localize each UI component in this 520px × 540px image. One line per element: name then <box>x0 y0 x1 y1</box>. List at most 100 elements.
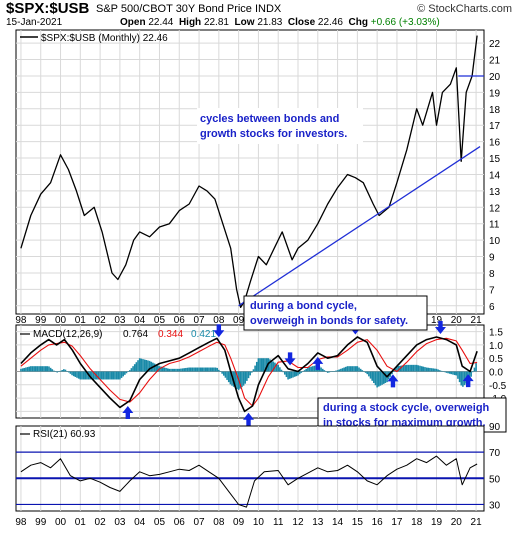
macd-histogram-bar <box>457 371 459 379</box>
macd-histogram-bar <box>185 367 187 372</box>
macd-histogram-bar <box>64 369 67 372</box>
macd-histogram-bar <box>229 371 232 385</box>
bottom-axis-x-tick: 18 <box>411 517 423 528</box>
macd-histogram-bar <box>453 371 456 376</box>
rsi-y-tick: 30 <box>489 500 501 511</box>
macd-histogram-bar <box>166 368 169 372</box>
macd-histogram-bar <box>264 358 266 372</box>
macd-histogram-bar <box>63 369 65 372</box>
macd-histogram-bar <box>265 358 268 372</box>
macd-histogram-bar <box>194 367 197 372</box>
macd-histogram-bar <box>244 371 247 384</box>
macd-histogram-bar <box>331 371 334 372</box>
macd-histogram-bar <box>341 368 344 372</box>
macd-histogram-bar <box>175 368 177 372</box>
macd-histogram-bar <box>340 368 342 372</box>
macd-histogram-bar <box>247 371 250 379</box>
macd-histogram-bar <box>326 371 329 373</box>
price-y-tick: 15 <box>489 154 501 165</box>
macd-histogram-bar <box>310 366 312 372</box>
bottom-axis-x-tick: 11 <box>273 517 284 528</box>
brand-label[interactable]: © StockCharts.com <box>417 3 512 15</box>
macd-signal-line <box>20 337 478 407</box>
macd-histogram-bar <box>320 367 322 372</box>
top-axis-x-tick: 19 <box>431 315 443 326</box>
macd-histogram-bar <box>163 367 166 372</box>
macd-histogram-bar <box>153 363 156 372</box>
bottom-axis-x-tick: 10 <box>253 517 265 528</box>
macd-y-tick: 0.0 <box>489 368 503 379</box>
macd-histogram-bar <box>303 370 306 372</box>
annotation-3-line-1: during a stock cycle, overweigh <box>323 402 490 414</box>
macd-histogram-bar <box>325 371 327 372</box>
macd-histogram-bar <box>280 369 283 372</box>
macd-histogram-bar <box>430 368 433 372</box>
macd-histogram-bar <box>150 361 153 372</box>
bottom-axis-x-tick: 17 <box>391 517 403 528</box>
macd-histogram-bar <box>333 371 336 372</box>
bottom-axis-x-tick: 13 <box>312 517 324 528</box>
macd-histogram-bar <box>117 371 120 380</box>
macd-histogram-bar <box>312 366 314 372</box>
high-label: High <box>178 17 202 28</box>
macd-histogram-bar <box>409 364 411 372</box>
macd-histogram-bar <box>348 366 350 372</box>
macd-histogram-bar <box>122 371 124 377</box>
macd-histogram-bar <box>125 371 128 374</box>
price-y-tick: 17 <box>489 121 501 132</box>
macd-histogram-bar <box>171 368 174 372</box>
macd-histogram-bar <box>30 366 32 372</box>
macd-histogram-bar <box>293 371 296 377</box>
macd-histogram-bar <box>323 370 326 372</box>
macd-histogram-bar <box>193 367 195 372</box>
macd-histogram-bar <box>283 371 286 375</box>
macd-histogram-bar <box>272 361 275 372</box>
macd-legend-label: MACD(12,26,9) <box>33 329 102 340</box>
macd-histogram-bar <box>412 364 415 372</box>
macd-histogram-bar <box>377 371 380 387</box>
macd-histogram-bar <box>114 371 116 380</box>
macd-histogram-bar <box>124 371 126 375</box>
macd-histogram-bar <box>128 370 131 372</box>
macd-histogram-bar <box>191 367 194 372</box>
macd-histogram-bar <box>201 367 204 372</box>
top-axis-x-tick: 21 <box>471 315 483 326</box>
macd-histogram-bar <box>21 368 24 372</box>
price-y-tick: 19 <box>489 88 501 99</box>
macd-histogram-bar <box>434 368 436 372</box>
annotation-2-box <box>243 295 428 331</box>
macd-y-tick: 1.0 <box>489 341 503 352</box>
macd-histogram-bar <box>251 371 253 373</box>
macd-histogram-bar <box>439 370 441 372</box>
bottom-axis-x-tick: 05 <box>154 517 166 528</box>
macd-histogram-bar <box>445 371 448 373</box>
macd-histogram-bar <box>307 367 309 372</box>
trendline <box>238 146 481 307</box>
arrow-down-4 <box>434 321 446 335</box>
annotation-1-line-2: growth stocks for investors. <box>200 128 347 140</box>
macd-histogram-bar <box>127 371 129 372</box>
price-panel <box>15 29 485 315</box>
price-y-tick: 9 <box>489 253 495 264</box>
price-y-tick: 18 <box>489 105 501 116</box>
macd-histogram-bar <box>371 371 373 381</box>
macd-histogram-bar <box>48 366 50 372</box>
bottom-axis-x-tick: 15 <box>352 517 364 528</box>
macd-histogram-bar <box>208 367 210 372</box>
macd-histogram-bar <box>287 371 289 380</box>
macd-histogram-bar <box>107 371 110 380</box>
macd-histogram-bar <box>221 371 223 374</box>
macd-histogram-bar <box>429 367 431 372</box>
arrow-down-1 <box>213 324 225 338</box>
macd-histogram-bar <box>475 363 477 372</box>
top-axis-x-tick: 08 <box>213 315 225 326</box>
macd-histogram-bar <box>26 367 29 372</box>
macd-histogram-bar <box>39 366 42 372</box>
macd-histogram-bar <box>343 367 345 372</box>
macd-histogram-bar <box>180 368 182 372</box>
macd-histogram-bar <box>422 366 425 372</box>
arrow-down-2 <box>284 352 296 366</box>
macd-histogram-bar <box>181 368 184 372</box>
bottom-axis-x-tick: 08 <box>213 517 225 528</box>
macd-histogram-bar <box>170 368 172 372</box>
